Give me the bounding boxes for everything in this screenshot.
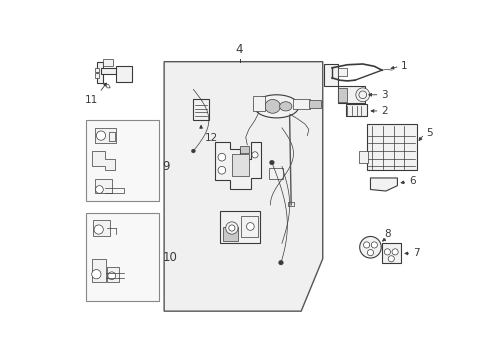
Text: 3: 3 (381, 90, 388, 100)
Bar (269, 168, 283, 180)
Circle shape (108, 272, 116, 280)
Circle shape (96, 186, 103, 193)
Circle shape (252, 152, 258, 158)
Bar (92, 259, 106, 282)
Bar (232, 154, 249, 176)
Bar (338, 86, 365, 103)
Bar (95, 180, 112, 193)
Bar (93, 220, 110, 236)
Circle shape (192, 149, 196, 153)
Bar (367, 124, 416, 170)
Bar (95, 73, 99, 78)
Circle shape (270, 160, 274, 165)
Bar (107, 266, 120, 282)
Circle shape (368, 249, 373, 256)
Ellipse shape (254, 95, 299, 118)
Circle shape (246, 222, 254, 230)
Ellipse shape (280, 102, 292, 111)
Text: 6: 6 (409, 176, 416, 186)
Bar (86, 120, 159, 201)
Bar (86, 213, 159, 301)
Circle shape (364, 242, 369, 248)
Circle shape (392, 249, 398, 255)
Text: 9: 9 (163, 160, 170, 173)
Circle shape (359, 91, 367, 99)
Circle shape (229, 225, 235, 231)
Polygon shape (164, 62, 323, 311)
Bar (101, 68, 124, 74)
Ellipse shape (265, 99, 280, 113)
Bar (222, 227, 238, 241)
Circle shape (356, 88, 370, 102)
Bar (338, 68, 347, 76)
Text: 11: 11 (85, 95, 98, 105)
Polygon shape (370, 178, 397, 191)
Text: 7: 7 (413, 248, 419, 258)
Bar (382, 243, 401, 263)
Bar (95, 128, 117, 143)
Circle shape (92, 270, 101, 279)
Circle shape (360, 237, 381, 258)
Bar (97, 62, 103, 83)
Bar (109, 132, 115, 141)
Bar (346, 104, 368, 116)
Circle shape (218, 153, 226, 161)
Bar (338, 88, 347, 102)
Bar (324, 64, 338, 86)
Circle shape (218, 166, 226, 174)
Circle shape (94, 225, 103, 234)
Bar (117, 66, 132, 82)
Circle shape (388, 256, 394, 262)
Circle shape (279, 260, 283, 265)
Text: 4: 4 (236, 43, 244, 56)
Bar (309, 100, 321, 108)
Polygon shape (92, 151, 115, 170)
Text: 8: 8 (384, 229, 391, 239)
Bar (194, 99, 209, 120)
Bar (220, 211, 260, 243)
Bar (253, 95, 265, 111)
Bar (241, 216, 258, 237)
Text: 12: 12 (205, 133, 218, 143)
Text: 2: 2 (381, 106, 388, 116)
Text: 10: 10 (163, 251, 177, 264)
Text: 1: 1 (401, 61, 408, 71)
Circle shape (384, 249, 391, 255)
Text: 5: 5 (426, 127, 433, 138)
Bar (294, 99, 311, 109)
Bar (359, 151, 368, 163)
Circle shape (226, 222, 238, 234)
Bar (288, 202, 294, 206)
Bar (102, 59, 113, 66)
Bar (240, 147, 249, 153)
Polygon shape (215, 142, 261, 189)
Circle shape (97, 131, 106, 140)
Circle shape (371, 242, 377, 248)
Bar (95, 68, 99, 72)
